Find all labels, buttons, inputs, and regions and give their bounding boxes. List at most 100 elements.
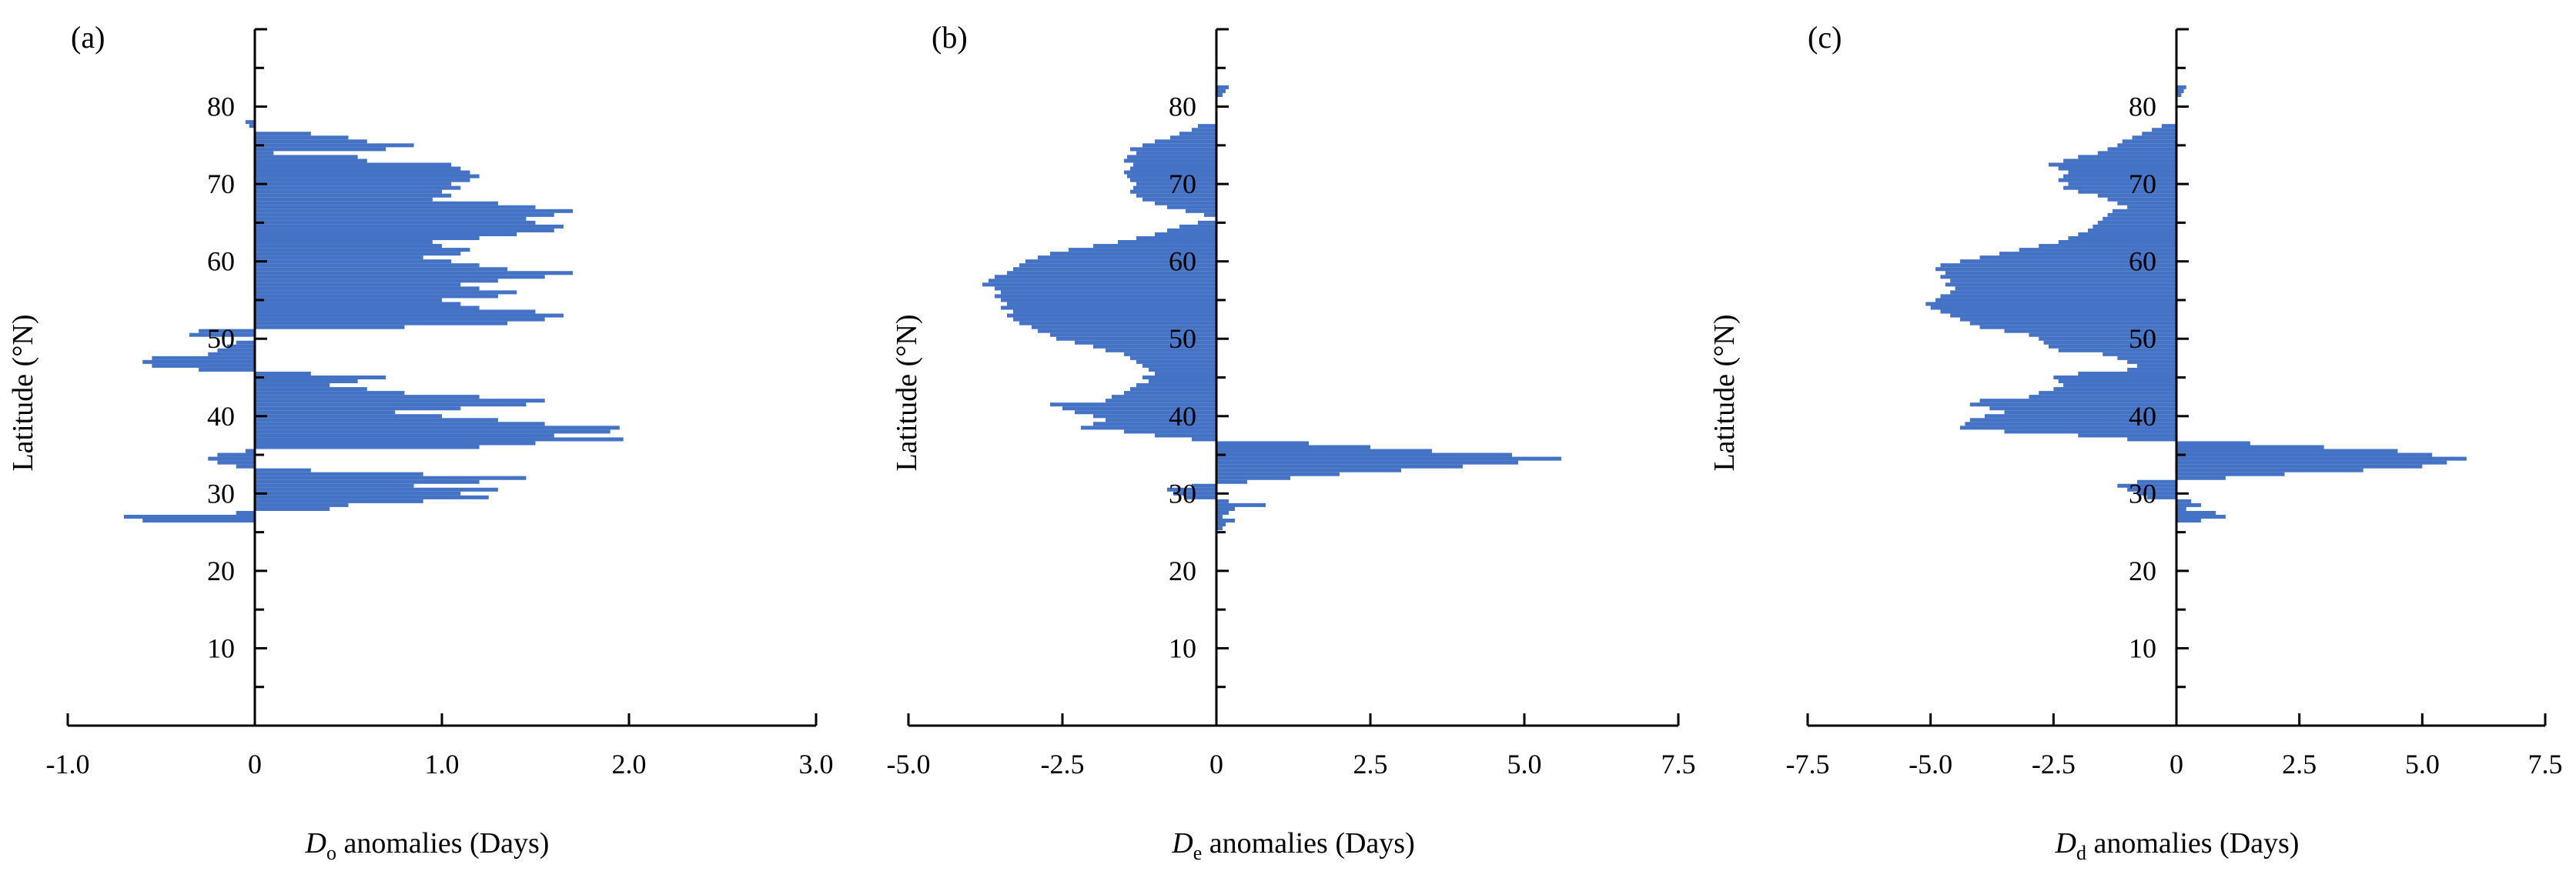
bar-15 [255, 182, 452, 186]
bar-14 [1130, 166, 1216, 171]
bar-31 [1155, 232, 1216, 236]
bar-2 [1216, 92, 1223, 97]
bar-24 [255, 216, 527, 221]
bar-56 [1038, 329, 1216, 333]
bar-11 [1127, 155, 1216, 159]
bar-51 [1940, 309, 2176, 314]
bar-68 [255, 387, 367, 392]
y-tick-label: 10 [207, 633, 235, 663]
bar-66 [255, 379, 358, 384]
bar-80 [255, 433, 554, 438]
x-tick-label: -2.5 [1041, 749, 1085, 780]
bar-76 [1062, 406, 1216, 411]
y-tick-label: 80 [1169, 92, 1196, 122]
bar-56 [236, 340, 255, 345]
x-tick-label: 2.0 [612, 749, 647, 780]
x-tick-label: 0 [1209, 749, 1223, 780]
bar-26 [1204, 212, 1216, 217]
bar-35 [255, 259, 452, 264]
bar-11 [255, 166, 461, 171]
bar-6 [2132, 135, 2176, 140]
bar-55 [1032, 325, 1216, 329]
bar-85 [2176, 441, 2250, 446]
bar-83 [1155, 433, 1216, 438]
bar-7 [2122, 139, 2176, 144]
bar-22 [2107, 197, 2176, 202]
bar-87 [2176, 449, 2398, 453]
bar-47 [995, 294, 1216, 299]
bar-7 [255, 151, 274, 155]
bar-74 [1979, 399, 2176, 403]
bar-86 [208, 456, 255, 461]
bar-29 [2093, 224, 2176, 229]
bar-84 [245, 449, 255, 453]
y-tick-label: 10 [2129, 633, 2156, 663]
bar-25 [1186, 209, 1216, 213]
bar-4 [2152, 128, 2176, 132]
bar-71 [2053, 387, 2176, 392]
bar-98 [255, 502, 349, 507]
bar-26 [255, 224, 564, 229]
bar-86 [2176, 445, 2324, 449]
bar-65 [255, 375, 386, 380]
bar-88 [1216, 452, 1512, 457]
y-axis-title: Latitude (°N) [1708, 314, 1741, 471]
bar-20 [1130, 189, 1216, 194]
bar-59 [208, 352, 255, 356]
panel-label: (c) [1808, 20, 1842, 55]
bar-13 [255, 174, 480, 179]
bar-63 [1130, 356, 1216, 360]
bar-59 [2043, 340, 2176, 345]
bar-53 [1013, 317, 1216, 322]
bar-103 [1216, 510, 1229, 515]
bar-5 [1179, 132, 1216, 136]
bar-9 [255, 159, 367, 163]
bar-77 [255, 422, 545, 426]
y-tick-label: 20 [1169, 556, 1196, 586]
bar-24 [1167, 205, 1216, 209]
bar-62 [152, 363, 255, 368]
bar-60 [1093, 344, 1216, 349]
bar-82 [255, 441, 536, 446]
bar-44 [255, 294, 498, 299]
bar-18 [2068, 182, 2176, 186]
bar-10 [2097, 151, 2176, 155]
y-tick-label: 20 [207, 556, 235, 586]
x-axis-title: Do anomalies (Days) [305, 827, 550, 864]
y-tick-label: 40 [2129, 401, 2156, 432]
y-tick-label: 70 [1169, 169, 1196, 199]
bar-39 [1019, 263, 1216, 268]
bar-58 [1056, 336, 1216, 341]
bar-44 [982, 282, 1216, 287]
bar-3 [2161, 124, 2176, 129]
bar-72 [1124, 391, 1216, 396]
bar-0 [245, 120, 255, 125]
bar-101 [123, 514, 255, 519]
bar-34 [255, 255, 423, 260]
bar-10 [255, 162, 452, 167]
panel-label: (a) [71, 20, 105, 55]
x-tick-label: 5.0 [2405, 749, 2440, 780]
x-axis-title-subscript: d [2076, 842, 2086, 864]
bar-106 [1216, 522, 1226, 527]
bar-65 [1142, 363, 1216, 368]
bar-37 [255, 267, 508, 272]
bar-32 [255, 248, 470, 252]
x-axis-title-symbol: D [305, 827, 326, 860]
bar-90 [255, 472, 423, 476]
bar-59 [1075, 340, 1216, 345]
y-tick-label: 30 [207, 478, 235, 509]
bar-31 [255, 244, 442, 249]
bar-93 [255, 483, 414, 488]
bar-37 [1979, 255, 2176, 260]
bar-14 [255, 178, 470, 182]
bar-15 [1124, 170, 1216, 175]
bar-12 [2063, 159, 2176, 163]
y-tick-label: 30 [2129, 478, 2156, 509]
bar-71 [1130, 387, 1216, 392]
bar-21 [255, 205, 536, 209]
bar-41 [255, 282, 461, 287]
bar-30 [255, 240, 433, 245]
bar-20 [255, 201, 498, 205]
bar-3 [1198, 124, 1216, 129]
